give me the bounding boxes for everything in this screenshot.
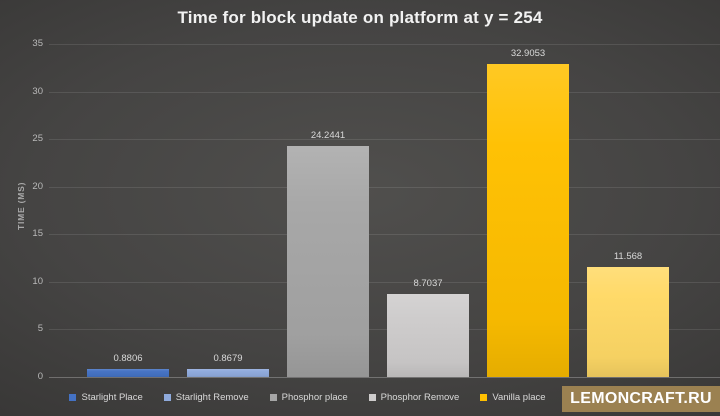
legend-item-label: Starlight Place	[81, 391, 143, 403]
legend-item: Starlight Place	[69, 391, 143, 403]
gridline	[49, 139, 720, 141]
legend-swatch	[480, 393, 488, 401]
bar-vanilla-place	[487, 63, 569, 377]
bar-starlight-place	[87, 368, 169, 377]
gridline	[49, 44, 720, 45]
legend-item: Phosphor Remove	[368, 391, 460, 403]
gridline	[49, 186, 720, 188]
legend-swatch	[69, 393, 77, 401]
bar-value-label: 32.9053	[510, 47, 546, 59]
gridline	[49, 329, 720, 331]
legend-item-label: Vanilla place	[492, 391, 546, 403]
bar-value-label: 0.8806	[113, 352, 143, 364]
y-tick-label: 35	[32, 38, 43, 49]
legend-swatch	[368, 393, 376, 401]
bar-starlight-remove	[187, 368, 269, 377]
bar-phosphor-remove	[387, 294, 469, 377]
x-axis-line	[49, 377, 720, 378]
y-tick-label: 25	[32, 133, 43, 145]
legend-item-label: Phosphor Remove	[380, 391, 460, 403]
y-tick-label: 0	[37, 371, 43, 382]
y-tick-label: 20	[32, 180, 43, 192]
y-tick-label: 30	[32, 85, 43, 97]
bar-series-6	[587, 266, 669, 377]
legend-swatch	[163, 393, 171, 401]
bar-phosphor-place	[287, 146, 369, 377]
legend-item: Phosphor place	[269, 391, 348, 403]
bar-value-label: 8.7037	[413, 278, 443, 290]
bar-value-label: 0.8679	[213, 352, 243, 364]
chart-title: Time for block update on platform at y =…	[177, 8, 543, 27]
legend-item: Vanilla place	[480, 391, 546, 403]
legend-item-label: Phosphor place	[281, 391, 348, 403]
legend-item-label: Starlight Remove	[175, 391, 249, 403]
gridline	[49, 91, 720, 93]
watermark: LEMONCRAFT.RU	[562, 386, 720, 412]
legend: Starlight Place Starlight Remove Phosphor …	[0, 389, 720, 405]
bar-value-label: 11.568	[613, 250, 643, 262]
legend-swatch	[269, 393, 277, 401]
legend-item: Starlight Remove	[163, 391, 249, 403]
y-tick-label: 5	[37, 323, 43, 335]
gridline	[49, 281, 720, 283]
gridline	[49, 234, 720, 236]
bar-value-label: 24.2441	[310, 130, 346, 142]
y-tick-label: 15	[32, 228, 43, 240]
y-tick-label: 10	[32, 275, 43, 287]
